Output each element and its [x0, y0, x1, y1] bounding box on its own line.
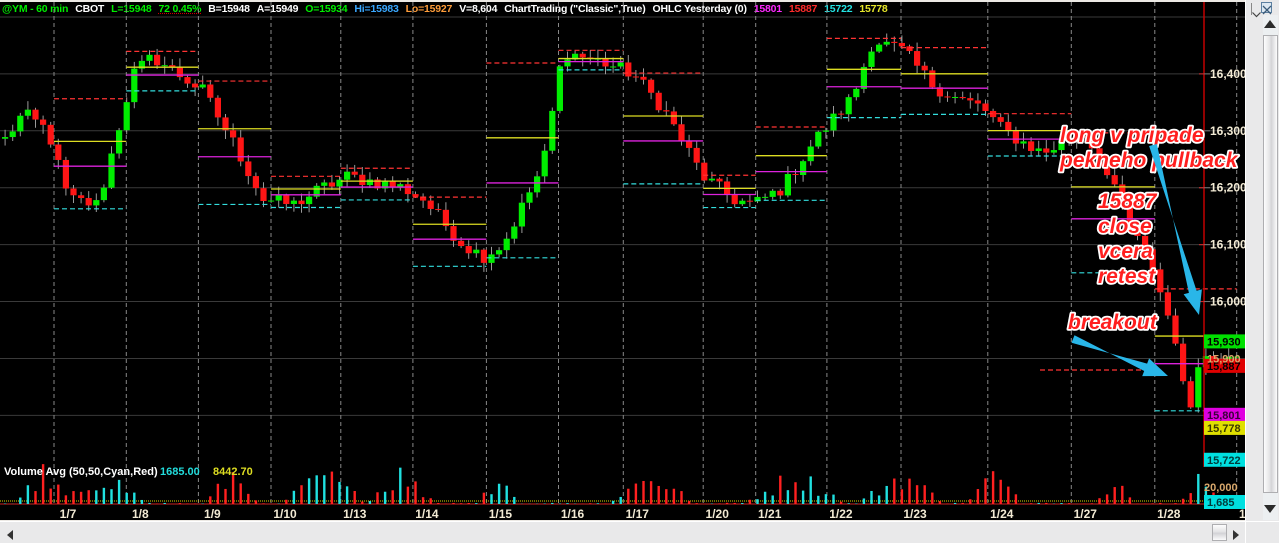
svg-text:retest: retest: [1098, 265, 1156, 288]
svg-text:vcera: vcera: [1098, 240, 1153, 263]
svg-text:16,400: 16,400: [1210, 67, 1245, 81]
svg-text:1/21: 1/21: [758, 507, 782, 520]
svg-text:1/24: 1/24: [990, 507, 1014, 520]
svg-text:15,900: 15,900: [1207, 353, 1241, 365]
svg-text:8442.70: 8442.70: [213, 466, 253, 478]
svg-text:16,000: 16,000: [1210, 295, 1245, 309]
svg-text:15887: 15887: [1098, 190, 1158, 213]
svg-text:1/8: 1/8: [132, 507, 149, 520]
svg-text:15,801: 15,801: [1207, 410, 1241, 422]
svg-text:15,778: 15,778: [1207, 423, 1241, 435]
svg-text:1/9: 1/9: [204, 507, 221, 520]
svg-text:20,000: 20,000: [1204, 482, 1238, 494]
svg-text:1/13: 1/13: [343, 507, 367, 520]
svg-text:Volume Avg (50,50,Cyan,Red): Volume Avg (50,50,Cyan,Red): [4, 466, 158, 478]
svg-text:1/17: 1/17: [626, 507, 650, 520]
svg-text:16,300: 16,300: [1210, 124, 1245, 138]
svg-text:breakout: breakout: [1068, 311, 1158, 334]
svg-text:1,685: 1,685: [1207, 497, 1235, 509]
svg-text:pekneho pullback: pekneho pullback: [1059, 149, 1239, 172]
svg-text:1685.00: 1685.00: [160, 466, 200, 478]
svg-text:1/22: 1/22: [829, 507, 853, 520]
svg-text:1/14: 1/14: [415, 507, 439, 520]
svg-text:1/10: 1/10: [273, 507, 297, 520]
svg-text:16,200: 16,200: [1210, 181, 1245, 195]
svg-text:close: close: [1098, 215, 1152, 238]
svg-text:1/15: 1/15: [489, 507, 513, 520]
svg-text:1/23: 1/23: [903, 507, 927, 520]
svg-text:1/27: 1/27: [1074, 507, 1098, 520]
svg-text:16,100: 16,100: [1210, 238, 1245, 252]
svg-text:1/20: 1/20: [706, 507, 730, 520]
svg-text:1/28: 1/28: [1157, 507, 1181, 520]
svg-text:1/7: 1/7: [60, 507, 77, 520]
svg-text:long v pripade: long v pripade: [1060, 124, 1204, 147]
svg-text:15,930: 15,930: [1207, 336, 1241, 348]
svg-text:15,722: 15,722: [1207, 455, 1241, 467]
svg-text:1/16: 1/16: [561, 507, 585, 520]
